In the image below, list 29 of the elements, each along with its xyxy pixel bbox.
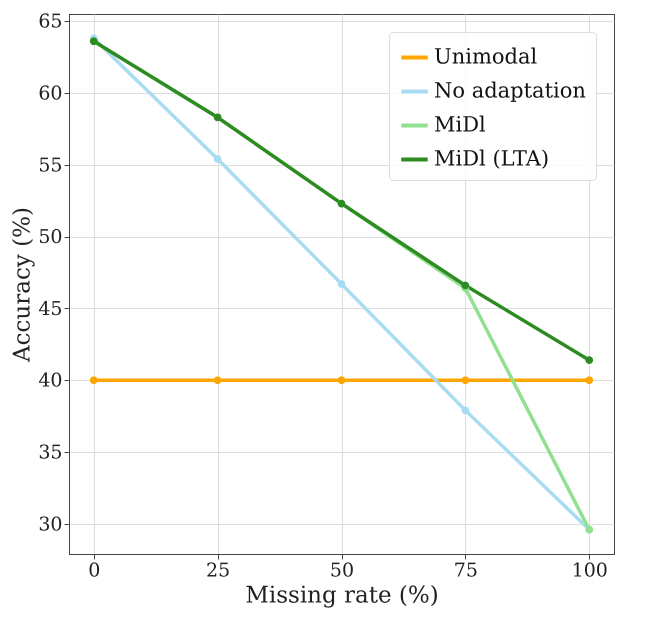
point	[461, 406, 470, 414]
point	[214, 155, 222, 163]
y-tick-label: 35	[38, 442, 62, 464]
point	[585, 356, 594, 364]
x-axis-title: Missing rate (%)	[245, 582, 439, 608]
point	[585, 376, 594, 384]
legend-label: No adaptation	[434, 78, 586, 102]
y-tick-label: 30	[38, 513, 62, 536]
y-tick-label: 60	[38, 82, 62, 104]
point	[214, 376, 222, 384]
y-tick-label: 55	[38, 154, 62, 176]
y-tick-label: 45	[38, 298, 62, 320]
x-tick-label: 25	[206, 560, 230, 582]
y-tick-label: 40	[38, 370, 62, 392]
point	[338, 280, 346, 288]
point	[338, 376, 346, 384]
y-tick-label: 65	[38, 10, 62, 33]
x-tick-label: 50	[330, 560, 354, 582]
y-tick-label: 50	[38, 226, 62, 248]
x-tick-label: 100	[572, 560, 608, 582]
x-tick-label: 0	[88, 560, 100, 582]
legend-label: MiDl	[434, 112, 486, 136]
x-tick-label: 75	[454, 560, 478, 582]
point	[461, 376, 470, 384]
point	[90, 376, 98, 384]
point	[461, 282, 470, 290]
y-axis-title: Accuracy (%)	[9, 207, 36, 363]
legend-label: MiDl (LTA)	[434, 146, 550, 170]
legend-label: Unimodal	[434, 44, 538, 68]
